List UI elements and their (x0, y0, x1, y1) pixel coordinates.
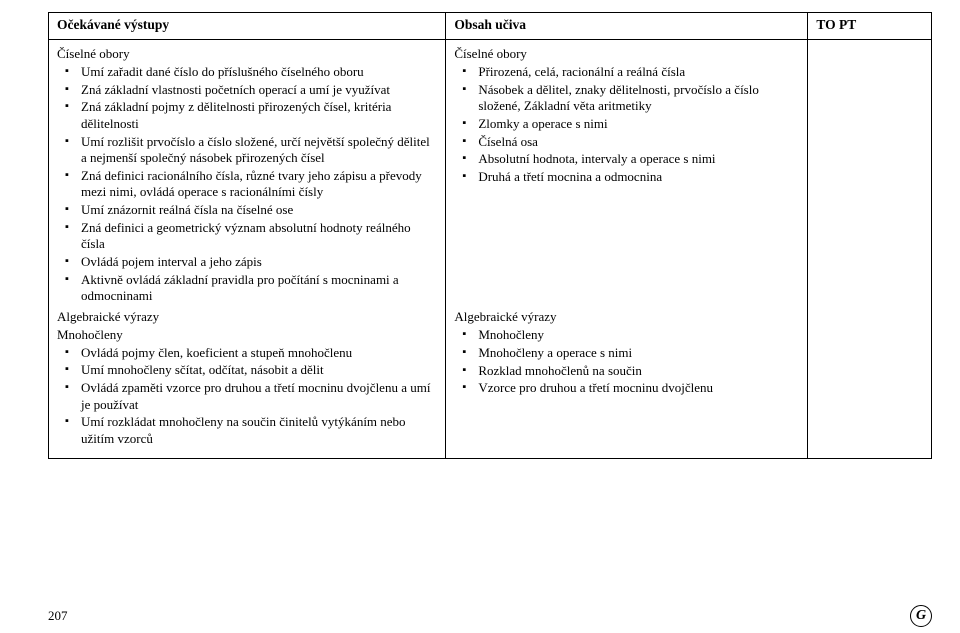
list-item: Ovládá zpaměti vzorce pro druhou a třetí… (81, 380, 437, 413)
list-item: Umí znázornit reálná čísla na číselné os… (81, 202, 437, 219)
cell-outcomes: Číselné obory Umí zařadit dané číslo do … (49, 40, 446, 459)
table-header-row: Očekávané výstupy Obsah učiva TO PT (49, 13, 932, 40)
list-item: Zná základní pojmy z dělitelnosti přiroz… (81, 99, 437, 132)
spacer (454, 189, 799, 307)
list-item: Umí mnohočleny sčítat, odčítat, násobit … (81, 362, 437, 379)
cell-content: Číselné obory Přirozená, celá, racionáln… (446, 40, 808, 459)
col-header-topt: TO PT (808, 13, 932, 40)
cell-topt (808, 40, 932, 459)
list-item: Ovládá pojmy člen, koeficient a stupeň m… (81, 345, 437, 362)
outcomes-list-2: Ovládá pojmy člen, koeficient a stupeň m… (57, 345, 437, 448)
list-item: Zná základní vlastnosti početních operac… (81, 82, 437, 99)
page: Očekávané výstupy Obsah učiva TO PT Číse… (0, 0, 960, 633)
list-item: Násobek a dělitel, znaky dělitelnosti, p… (478, 82, 799, 115)
col-header-outcomes: Očekávané výstupy (49, 13, 446, 40)
section-title: Číselné obory (454, 46, 799, 62)
section-title: Algebraické výrazy (454, 309, 799, 325)
content-list-1: Přirozená, celá, racionální a reálná čís… (454, 64, 799, 185)
col-header-content: Obsah učiva (446, 13, 808, 40)
list-item: Umí zařadit dané číslo do příslušného čí… (81, 64, 437, 81)
subsection-title: Mnohočleny (57, 327, 437, 343)
list-item: Umí rozkládat mnohočleny na součin činit… (81, 414, 437, 447)
list-item: Druhá a třetí mocnina a odmocnina (478, 169, 799, 186)
list-item: Zná definici racionálního čísla, různé t… (81, 168, 437, 201)
page-number: 207 (48, 608, 68, 624)
curriculum-table: Očekávané výstupy Obsah učiva TO PT Číse… (48, 12, 932, 459)
outcomes-list-1: Umí zařadit dané číslo do příslušného čí… (57, 64, 437, 305)
page-footer: 207 G (48, 605, 932, 627)
section-title: Algebraické výrazy (57, 309, 437, 325)
list-item: Absolutní hodnota, intervaly a operace s… (478, 151, 799, 168)
list-item: Zná definici a geometrický význam absolu… (81, 220, 437, 253)
list-item: Zlomky a operace s nimi (478, 116, 799, 133)
list-item: Vzorce pro druhou a třetí mocninu dvojčl… (478, 380, 799, 397)
table-row: Číselné obory Umí zařadit dané číslo do … (49, 40, 932, 459)
list-item: Umí rozlišit prvočíslo a číslo složené, … (81, 134, 437, 167)
list-item: Aktivně ovládá základní pravidla pro poč… (81, 272, 437, 305)
logo-icon: G (910, 605, 932, 627)
list-item: Mnohočleny a operace s nimi (478, 345, 799, 362)
content-list-2: Mnohočleny Mnohočleny a operace s nimi R… (454, 327, 799, 397)
list-item: Rozklad mnohočlenů na součin (478, 363, 799, 380)
list-item: Ovládá pojem interval a jeho zápis (81, 254, 437, 271)
list-item: Číselná osa (478, 134, 799, 151)
list-item: Přirozená, celá, racionální a reálná čís… (478, 64, 799, 81)
section-title: Číselné obory (57, 46, 437, 62)
list-item: Mnohočleny (478, 327, 799, 344)
